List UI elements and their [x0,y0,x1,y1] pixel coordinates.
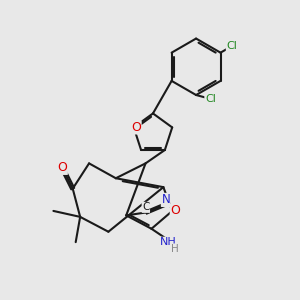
Text: C: C [142,202,149,212]
Text: H: H [171,244,179,254]
Text: N: N [161,194,170,206]
Text: NH: NH [160,237,176,247]
Text: O: O [170,204,180,218]
Text: Cl: Cl [226,41,237,51]
Text: Cl: Cl [205,94,216,103]
Text: O: O [131,121,141,134]
Text: O: O [57,161,67,174]
